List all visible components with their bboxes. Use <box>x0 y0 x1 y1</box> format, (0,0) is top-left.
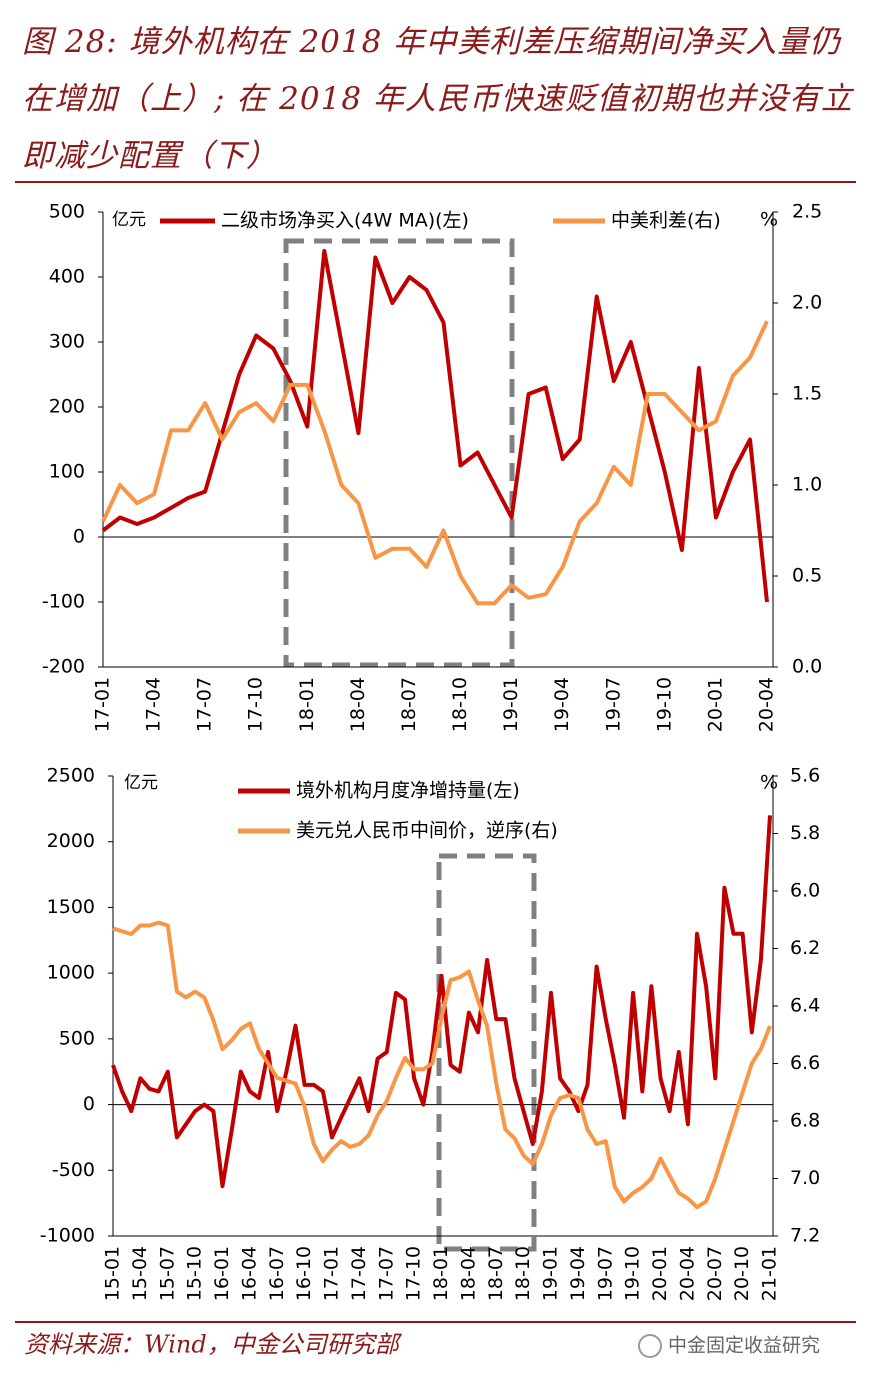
y2-tick-label: 6.6 <box>790 1052 820 1074</box>
watermark: 中金固定收益研究 <box>668 1335 820 1357</box>
x-tick-label: 17-01 <box>92 677 114 732</box>
figure-title: 图 28: 境外机构在 2018 年中美利差压缩期间净买入量仍在增加（上）; 在… <box>22 24 853 174</box>
y2-tick-label: 7.2 <box>790 1225 820 1247</box>
y-tick-label: -500 <box>52 1159 95 1181</box>
x-tick-label: 17-07 <box>375 1246 397 1301</box>
y2-tick-label: 1.5 <box>792 383 822 405</box>
x-tick-label: 19-04 <box>567 1246 589 1301</box>
y2-tick-label: 6.2 <box>790 937 820 959</box>
x-tick-label: 17-10 <box>245 677 267 732</box>
series-line <box>112 920 772 1210</box>
legend-label: 美元兑人民币中间价，逆序(右) <box>296 820 558 842</box>
legend-label: 境外机构月度净增持量(左) <box>296 780 520 802</box>
y-tick-label: 0 <box>73 526 85 548</box>
series-line <box>101 249 769 603</box>
x-tick-label: 18-10 <box>512 1246 534 1301</box>
x-tick-label: 19-07 <box>602 677 624 732</box>
x-tick-label: 18-04 <box>457 1246 479 1301</box>
highlight-box <box>436 853 537 1252</box>
y-tick-label: 400 <box>49 266 85 288</box>
x-tick-label: 18-01 <box>430 1246 452 1301</box>
y-tick-label: 100 <box>49 461 85 483</box>
y-tick-label: 500 <box>49 201 85 223</box>
y-tick-label: 300 <box>49 331 85 353</box>
x-tick-label: 20-01 <box>649 1246 671 1301</box>
series-line <box>111 815 772 1189</box>
y-tick-label: 1500 <box>47 896 95 918</box>
x-tick-label: 15-04 <box>129 1246 151 1301</box>
y-unit: 亿元 <box>124 773 158 793</box>
x-tick-label: 20-04 <box>756 677 778 732</box>
x-tick-label: 19-01 <box>540 1246 562 1301</box>
x-tick-label: 19-10 <box>622 1246 644 1301</box>
legend-label: 中美利差(右) <box>611 210 721 232</box>
x-tick-label: 19-01 <box>500 677 522 732</box>
series-line <box>101 320 769 606</box>
y2-tick-label: 0.0 <box>792 656 822 678</box>
x-tick-label: 20-07 <box>704 1246 726 1301</box>
y2-tick-label: 1.0 <box>792 474 822 496</box>
y2-tick-label: 7.0 <box>790 1167 820 1189</box>
y2-tick-label: 5.6 <box>790 765 820 787</box>
y2-tick-label: 2.5 <box>792 201 822 223</box>
x-tick-label: 17-04 <box>143 677 165 732</box>
x-tick-label: 18-01 <box>296 677 318 732</box>
x-tick-label: 18-07 <box>398 677 420 732</box>
y-tick-label: 2000 <box>47 830 95 852</box>
x-tick-label: 17-10 <box>403 1246 425 1301</box>
y2-tick-label: 6.4 <box>790 995 820 1017</box>
watermark-icon <box>638 1334 662 1358</box>
x-tick-label: 16-07 <box>266 1246 288 1301</box>
y2-tick-label: 6.8 <box>790 1110 820 1132</box>
y2-tick-label: 5.8 <box>790 822 820 844</box>
x-tick-label: 21-01 <box>759 1246 781 1301</box>
x-tick-label: 17-07 <box>194 677 216 732</box>
x-tick-label: 19-04 <box>551 677 573 732</box>
y-tick-label: -200 <box>42 656 85 678</box>
y2-tick-label: 6.0 <box>790 880 820 902</box>
x-tick-label: 15-10 <box>184 1246 206 1301</box>
y-tick-label: 1000 <box>47 962 95 984</box>
x-tick-label: 20-01 <box>704 677 726 732</box>
x-tick-label: 19-10 <box>653 677 675 732</box>
y-tick-label: 0 <box>83 1093 95 1115</box>
x-tick-label: 16-10 <box>293 1246 315 1301</box>
y2-tick-label: 2.0 <box>792 292 822 314</box>
y-unit: 亿元 <box>112 210 146 230</box>
y-tick-label: 2500 <box>47 765 95 787</box>
x-tick-label: 17-01 <box>321 1246 343 1301</box>
x-tick-label: 17-04 <box>348 1246 370 1301</box>
y2-unit: % <box>760 209 778 231</box>
x-tick-label: 20-10 <box>731 1246 753 1301</box>
x-tick-label: 19-07 <box>594 1246 616 1301</box>
x-tick-label: 16-01 <box>211 1246 233 1301</box>
y-tick-label: -100 <box>42 591 85 613</box>
x-tick-label: 18-04 <box>347 677 369 732</box>
y2-unit: % <box>760 772 778 794</box>
x-tick-label: 18-07 <box>485 1246 507 1301</box>
highlight-box <box>283 238 515 668</box>
y-tick-label: 200 <box>49 396 85 418</box>
y-tick-label: -1000 <box>40 1225 95 1247</box>
y2-tick-label: 0.5 <box>792 565 822 587</box>
legend-label: 二级市场净买入(4W MA)(左) <box>221 210 469 232</box>
x-tick-label: 15-01 <box>102 1246 124 1301</box>
x-tick-label: 16-04 <box>238 1246 260 1301</box>
x-tick-label: 18-10 <box>449 677 471 732</box>
y-tick-label: 500 <box>59 1027 95 1049</box>
x-tick-label: 20-04 <box>676 1246 698 1301</box>
source: 资料来源：Wind，中金公司研究部 <box>24 1331 403 1359</box>
x-tick-label: 15-07 <box>156 1246 178 1301</box>
